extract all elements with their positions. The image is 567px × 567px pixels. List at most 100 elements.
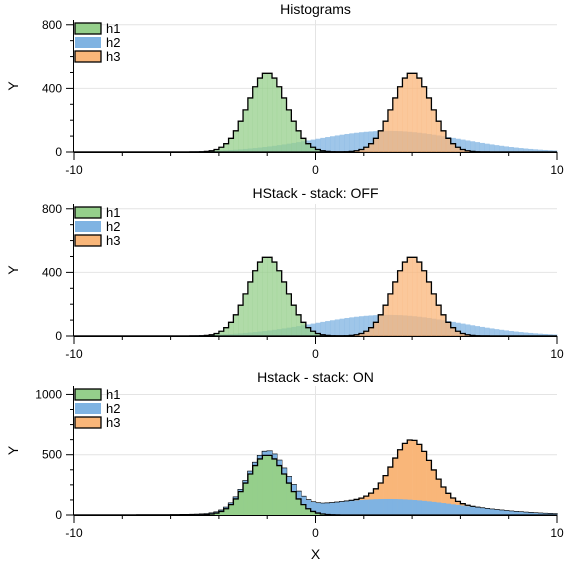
bar [431,469,437,515]
legend-label-h3: h3 [106,233,120,248]
bar [296,130,302,152]
bar [416,78,423,152]
bar [329,136,336,152]
bar [499,510,505,515]
bar [474,507,481,515]
bar [378,482,384,515]
y-tick-label: 500 [42,448,62,462]
bar [421,500,427,515]
x-tick-label: 0 [312,163,319,177]
bar [223,327,229,336]
bar [247,281,254,336]
chart-title: HStack - stack: OFF [252,185,378,201]
legend-label-h3: h3 [106,415,120,430]
bar [320,321,326,336]
bar [412,73,418,152]
bar [325,503,331,515]
bar [301,322,307,336]
bar [532,333,538,336]
series-h2 [136,314,558,336]
bar [378,314,384,336]
bar [368,327,374,336]
bar [494,509,500,515]
bar [421,451,427,515]
bar [276,465,282,515]
bar [383,498,389,515]
bar [325,321,331,336]
bar [339,134,345,152]
legend-swatch-h3 [74,50,102,63]
bar [301,138,307,152]
bar [547,513,553,515]
bar [262,455,268,515]
bar [532,512,538,515]
bar [363,147,369,152]
bar [373,322,379,336]
bar [334,135,340,152]
x-tick-label: 0 [312,526,319,540]
y-axis-label: Y [5,445,21,455]
bar [431,293,437,336]
bar [218,511,225,515]
bar [426,97,432,152]
bar [412,257,418,336]
bar [470,325,476,336]
bar [441,314,447,336]
bar [344,501,350,515]
bar [392,499,398,515]
y-tick-label: 0 [55,508,62,522]
legend-label-h2: h2 [106,35,120,50]
bar [445,138,452,152]
bar [373,138,379,152]
bar [252,270,258,336]
bar [397,499,403,515]
bar [325,137,331,152]
bar [358,132,365,152]
y-tick-label: 0 [55,145,62,159]
bar [470,141,476,152]
legend-label-h3: h3 [106,49,120,64]
bar [305,508,311,515]
bar [402,499,408,515]
bar [460,505,466,515]
bar [431,109,437,152]
bar [320,137,326,152]
bar [349,500,355,515]
bar [436,479,442,515]
bar [349,133,355,152]
bar [542,149,548,152]
bar [445,322,452,336]
bar [383,305,389,336]
bar [286,483,292,515]
bar [315,513,321,515]
bar [465,506,471,515]
bar [426,501,432,515]
y-tick-label: 800 [42,202,62,216]
bar [441,130,447,152]
bar [257,458,263,515]
legend-swatch-h2 [75,403,101,414]
bar [407,440,413,515]
bar [494,329,500,336]
bar [243,293,249,336]
bar [508,147,514,152]
bar [426,281,432,336]
bar [267,257,273,336]
bar [387,293,394,336]
bar [397,449,403,515]
legend-swatch-h3 [74,234,102,247]
bar [523,148,529,152]
bar [214,333,220,336]
bar [392,281,398,336]
bar [479,142,485,152]
bar [518,512,524,515]
bar [233,130,239,152]
bar [228,504,234,515]
bar [460,323,466,336]
bar [387,467,394,515]
bar [523,332,529,336]
bar [238,121,244,152]
bar [252,465,258,515]
